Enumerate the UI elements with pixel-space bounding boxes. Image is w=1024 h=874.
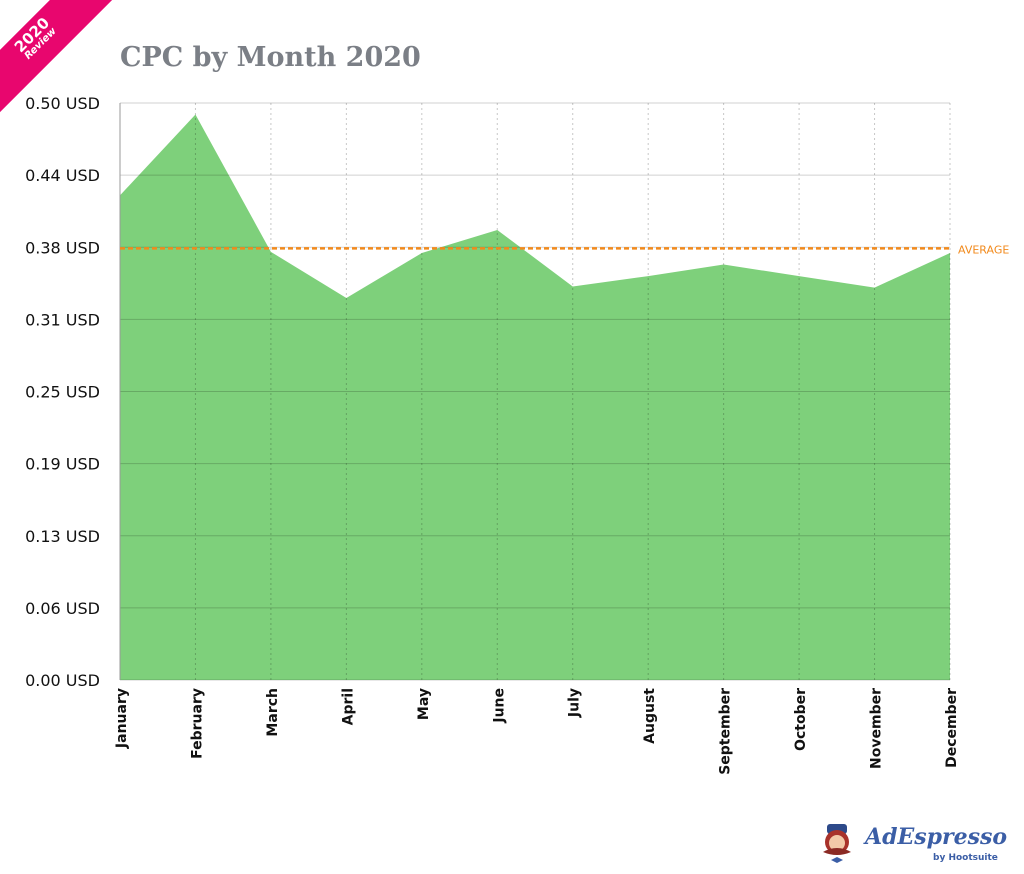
- adespresso-logo: AdEspresso by Hootsuite: [815, 822, 1015, 866]
- y-tick-label: 0.31 USD: [25, 310, 100, 329]
- x-tick-label: November: [869, 688, 885, 769]
- y-tick-label: 0.38 USD: [25, 238, 100, 257]
- x-tick-label: February: [189, 688, 205, 759]
- average-label: AVERAGE: [958, 243, 1009, 256]
- x-tick-label: May: [416, 688, 432, 720]
- logo-byline: by Hootsuite: [933, 853, 998, 863]
- y-tick-label: 0.13 USD: [25, 527, 100, 546]
- y-tick-label: 0.19 USD: [25, 455, 100, 474]
- cpc-area: [120, 114, 950, 681]
- y-tick-label: 0.44 USD: [25, 166, 100, 185]
- x-tick-label: April: [340, 688, 356, 725]
- x-tick-label: June: [491, 688, 507, 724]
- y-tick-label: 0.06 USD: [25, 599, 100, 618]
- y-tick-label: 0.25 USD: [25, 383, 100, 402]
- chart-title: CPC by Month 2020: [120, 42, 421, 73]
- x-tick-label: October: [793, 688, 809, 751]
- logo-brand: AdEspresso: [865, 824, 1008, 850]
- x-tick-label: January: [114, 688, 130, 749]
- x-tick-label: December: [944, 688, 960, 768]
- y-tick-label: 0.00 USD: [25, 671, 100, 690]
- mascot-icon: [823, 824, 851, 863]
- x-tick-label: September: [718, 688, 734, 775]
- x-tick-label: March: [265, 688, 281, 737]
- x-tick-label: July: [567, 688, 583, 718]
- x-tick-label: August: [642, 688, 658, 744]
- y-tick-label: 0.50 USD: [25, 94, 100, 113]
